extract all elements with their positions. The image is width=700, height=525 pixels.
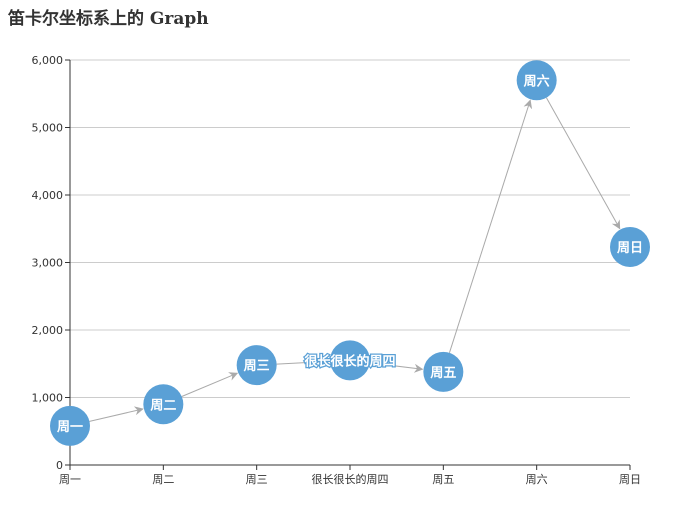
chart-title: 笛卡尔坐标系上的 Graph [8,9,209,29]
node-label: 很长很长的周四 [304,353,395,369]
graph-node [516,60,557,101]
y-tick-label: 4,000 [32,189,64,202]
y-tick-label: 3,000 [32,257,64,270]
graph-node [610,226,650,267]
x-tick-label: 周六 [526,473,548,486]
node-label: 周三 [244,359,270,374]
x-tick-label: 很长很长的周四 [312,472,389,486]
graph-node [236,345,277,386]
graph-edge [369,362,424,373]
edge-layer [89,97,621,422]
y-tick-label: 1,000 [32,392,64,405]
y-tick-label: 5,000 [32,122,64,135]
grid-layer [70,59,630,398]
graph-edge [448,99,533,353]
x-tick-label: 周一 [59,473,81,486]
x-tick-label: 周三 [246,473,268,486]
graph-node [423,351,464,392]
node-label: 周六 [524,73,550,89]
graph-node [143,384,184,425]
graph-node [330,340,370,381]
node-label: 周日 [617,241,643,256]
node-label: 周一 [57,420,83,435]
x-tick-label: 周五 [432,473,454,486]
node-label: 周二 [150,398,176,413]
y-tick-label: 6,000 [32,54,64,67]
y-tick-label: 0 [56,459,63,472]
x-tick-label: 周二 [152,473,174,486]
x-tick-label: 周日 [619,473,641,486]
graph-edge [545,97,621,230]
node-label: 周五 [430,366,456,381]
graph-edge [276,357,330,367]
graph-node [50,405,90,446]
graph-edge [181,372,239,397]
y-tick-label: 2,000 [32,324,64,337]
graph-edge [89,406,144,422]
